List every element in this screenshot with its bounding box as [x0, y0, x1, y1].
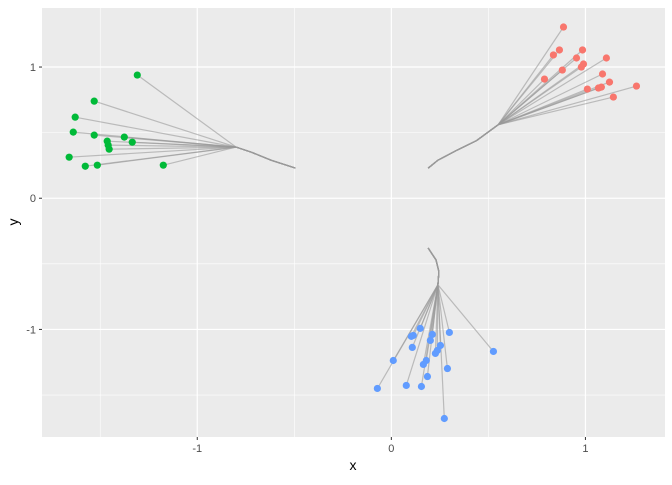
data-point — [128, 138, 136, 146]
trajectory-line — [163, 146, 296, 169]
points — [65, 23, 641, 423]
data-point — [71, 113, 79, 121]
data-point — [597, 83, 605, 91]
data-point — [602, 54, 610, 62]
data-point — [558, 66, 566, 74]
data-point — [549, 51, 558, 59]
data-point — [559, 23, 568, 31]
data-point — [431, 349, 440, 358]
data-point — [428, 330, 436, 339]
trajectory-lines — [69, 26, 637, 419]
data-point — [609, 93, 617, 101]
data-point — [389, 356, 397, 365]
y-tick-label: -1 — [26, 324, 36, 336]
data-point — [423, 372, 432, 381]
data-point — [93, 161, 101, 169]
data-point — [417, 382, 426, 391]
y-axis-label: y — [5, 219, 21, 226]
y-tick-label: 0 — [30, 193, 36, 205]
data-point — [577, 63, 585, 71]
data-point — [90, 131, 98, 139]
x-tick-label: 1 — [582, 443, 588, 455]
data-point — [416, 324, 424, 332]
data-point — [605, 78, 614, 86]
data-point — [426, 336, 434, 345]
trajectory-line — [427, 247, 445, 419]
data-point — [81, 162, 89, 170]
x-axis-label: x — [350, 457, 357, 473]
data-point — [440, 414, 448, 423]
data-point — [489, 347, 498, 356]
data-point — [583, 85, 591, 93]
data-point — [90, 97, 98, 105]
data-point — [65, 153, 73, 161]
data-point — [159, 161, 167, 169]
data-point — [443, 364, 452, 373]
data-point — [105, 145, 113, 153]
data-point — [540, 75, 549, 83]
x-tick-label: -1 — [192, 443, 202, 455]
data-point — [578, 46, 587, 54]
x-tick-label: 0 — [388, 443, 394, 455]
data-point — [419, 360, 427, 369]
data-point — [373, 384, 381, 393]
data-point — [572, 54, 581, 62]
data-point — [407, 332, 415, 340]
data-point — [445, 328, 453, 337]
trajectory-line — [427, 85, 637, 169]
data-point — [408, 343, 416, 351]
data-point — [69, 128, 77, 136]
axes: -1 0 1 -1 0 1 — [26, 62, 588, 455]
data-point — [133, 71, 141, 79]
data-point — [555, 46, 564, 54]
y-tick-label: 1 — [30, 62, 36, 74]
data-point — [120, 133, 128, 141]
data-point — [598, 70, 607, 78]
data-point — [632, 82, 641, 90]
data-point — [402, 381, 410, 390]
